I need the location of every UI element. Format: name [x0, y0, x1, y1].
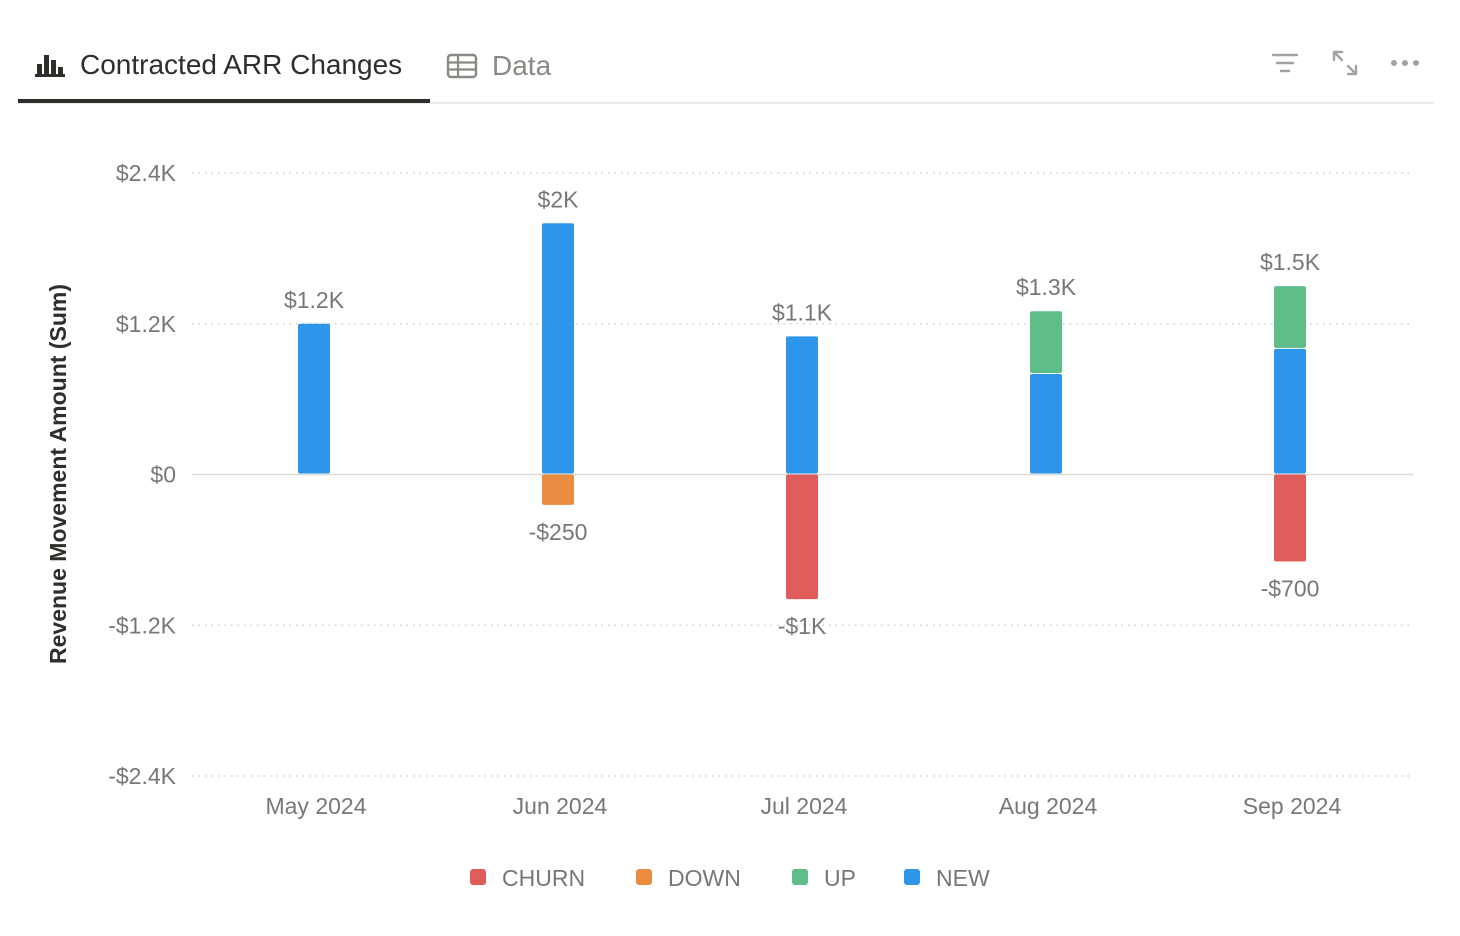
bar-chart-icon [34, 52, 66, 78]
tab-data[interactable]: Data [446, 30, 551, 102]
bar-total-label: $1.2K [284, 287, 345, 313]
bar-churn[interactable] [1274, 474, 1306, 562]
bar-new[interactable] [1274, 348, 1306, 474]
x-tick-label: May 2024 [265, 793, 366, 819]
bar-total-label: -$250 [529, 519, 588, 545]
x-tick-label: Sep 2024 [1243, 793, 1342, 819]
tab-bar: Contracted ARR Changes Data [18, 30, 1434, 104]
y-tick-label: $2.4K [116, 160, 177, 186]
legend-swatch [904, 869, 920, 885]
bar-churn[interactable] [786, 474, 818, 600]
y-tick-label: $1.2K [116, 311, 177, 337]
legend-label: CHURN [502, 865, 585, 891]
x-tick-label: Aug 2024 [999, 793, 1098, 819]
bar-total-label: $1.1K [772, 299, 833, 325]
legend-item-churn[interactable]: CHURN [470, 865, 585, 891]
legend-item-new[interactable]: NEW [904, 865, 990, 891]
legend-item-up[interactable]: UP [792, 865, 856, 891]
bar-total-label: $2K [538, 186, 580, 212]
y-axis-label: Revenue Movement Amount (Sum) [45, 284, 71, 664]
bar-total-label: $1.5K [1260, 249, 1321, 275]
bar-up[interactable] [1274, 286, 1306, 348]
chart-toolbar [1270, 46, 1420, 80]
legend-swatch [792, 869, 808, 885]
legend-swatch [470, 869, 486, 885]
bar-new[interactable] [786, 336, 818, 474]
bar-total-label: -$1K [778, 613, 827, 639]
tab-data-label: Data [492, 50, 552, 81]
legend-label: UP [824, 865, 856, 891]
bar-new[interactable] [298, 323, 330, 474]
y-tick-label: -$2.4K [108, 763, 176, 789]
bar-down[interactable] [542, 474, 574, 505]
x-tick-label: Jun 2024 [513, 793, 608, 819]
bar-new[interactable] [542, 223, 574, 474]
more-icon[interactable] [1390, 46, 1420, 80]
legend-swatch [636, 869, 652, 885]
y-tick-label: $0 [150, 462, 176, 488]
x-tick-label: Jul 2024 [761, 793, 848, 819]
legend-label: NEW [936, 865, 990, 891]
legend-item-down[interactable]: DOWN [636, 865, 741, 891]
tab-chart-label: Contracted ARR Changes [80, 48, 403, 80]
bar-total-label: -$700 [1261, 575, 1320, 601]
bar-up[interactable] [1030, 311, 1062, 373]
bar-total-label: $1.3K [1016, 274, 1077, 300]
y-tick-label: -$1.2K [108, 612, 176, 638]
tab-chart[interactable]: Contracted ARR Changes [18, 30, 430, 103]
table-icon [446, 53, 478, 79]
bar-new[interactable] [1030, 374, 1062, 474]
filter-icon[interactable] [1270, 46, 1300, 80]
expand-icon[interactable] [1330, 46, 1360, 80]
legend-label: DOWN [668, 865, 741, 891]
